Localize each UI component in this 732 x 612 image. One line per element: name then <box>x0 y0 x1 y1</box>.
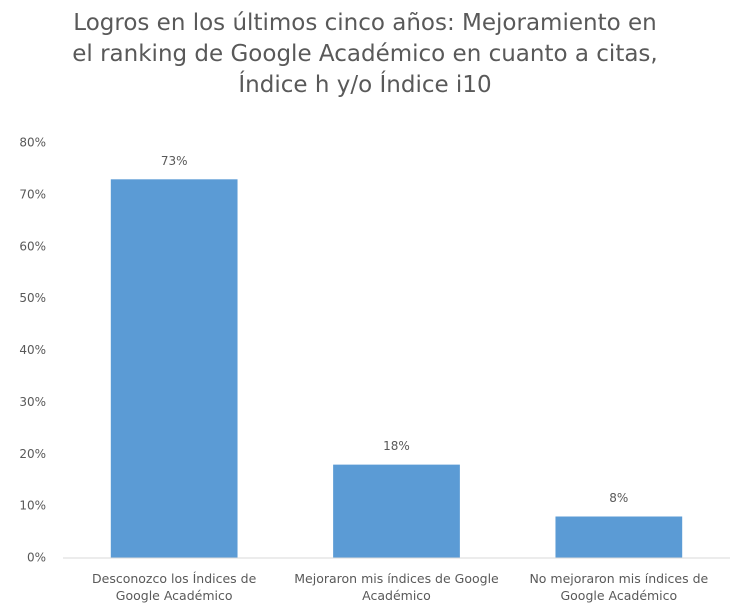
y-tick-label: 70% <box>19 187 46 201</box>
x-tick-label: Desconozco los Índices de Google Académi… <box>92 571 257 603</box>
y-tick-label: 60% <box>19 239 46 253</box>
y-tick-label: 10% <box>19 499 46 513</box>
y-tick-label: 0% <box>27 551 46 565</box>
y-tick-label: 40% <box>19 343 46 357</box>
y-tick-label: 50% <box>19 291 46 305</box>
data-label: 18% <box>383 439 410 453</box>
bar <box>555 516 683 558</box>
y-tick-label: 80% <box>19 136 46 150</box>
bar <box>110 179 238 558</box>
x-tick-label: No mejoraron mis índices de Google Acadé… <box>529 571 709 603</box>
chart-title: Logros en los últimos cinco años: Mejora… <box>72 10 658 98</box>
y-tick-label: 20% <box>19 447 46 461</box>
y-tick-label: 30% <box>19 395 46 409</box>
x-tick-label: Mejoraron mis índices de Google Académic… <box>294 571 499 603</box>
data-label: 8% <box>609 491 628 505</box>
bar <box>333 464 460 558</box>
data-label: 73% <box>161 154 188 168</box>
